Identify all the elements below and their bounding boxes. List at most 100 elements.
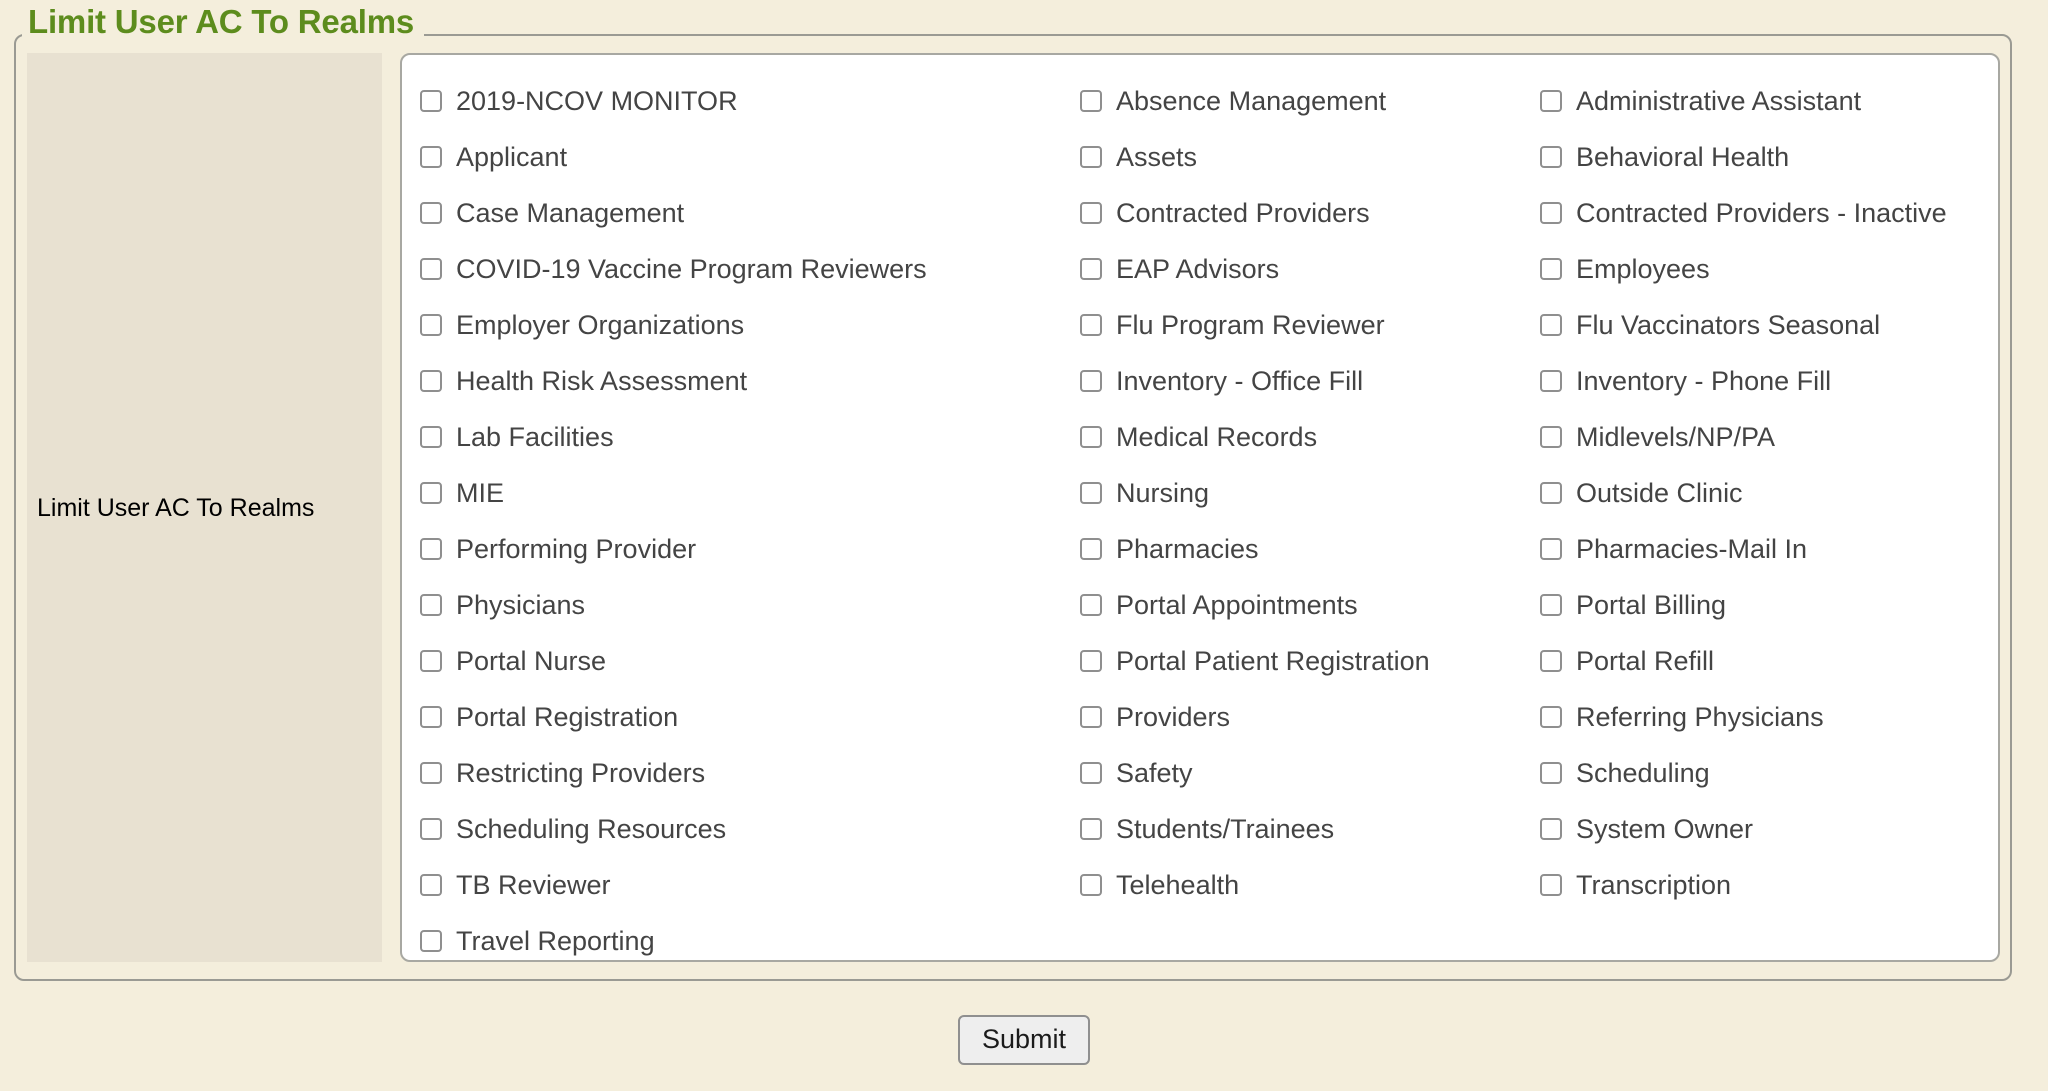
submit-button[interactable]: Submit — [957, 1015, 1091, 1065]
realm-option[interactable]: Contracted Providers - Inactive — [1540, 185, 1984, 241]
checkbox-icon[interactable] — [1540, 650, 1562, 672]
checkbox-icon[interactable] — [1540, 258, 1562, 280]
realm-option[interactable]: Portal Appointments — [1080, 577, 1540, 633]
checkbox-icon[interactable] — [1080, 874, 1102, 896]
realm-option[interactable]: Restricting Providers — [420, 745, 1080, 801]
checkbox-icon[interactable] — [1540, 146, 1562, 168]
realm-option[interactable]: COVID-19 Vaccine Program Reviewers — [420, 241, 1080, 297]
checkbox-icon[interactable] — [1080, 706, 1102, 728]
realm-option[interactable]: Lab Facilities — [420, 409, 1080, 465]
checkbox-icon[interactable] — [420, 930, 442, 952]
checkbox-icon[interactable] — [1540, 706, 1562, 728]
realm-option[interactable]: Portal Billing — [1540, 577, 1984, 633]
checkbox-icon[interactable] — [420, 90, 442, 112]
realm-option[interactable]: Transcription — [1540, 857, 1984, 913]
realm-option[interactable]: Flu Vaccinators Seasonal — [1540, 297, 1984, 353]
checkbox-icon[interactable] — [420, 202, 442, 224]
realm-option[interactable]: Administrative Assistant — [1540, 73, 1984, 129]
checkbox-icon[interactable] — [1540, 594, 1562, 616]
realm-option-label: Outside Clinic — [1576, 478, 1743, 508]
checkbox-icon[interactable] — [1540, 90, 1562, 112]
realm-option[interactable]: Scheduling Resources — [420, 801, 1080, 857]
realm-option[interactable]: Travel Reporting — [420, 913, 1080, 960]
realm-option[interactable]: Scheduling — [1540, 745, 1984, 801]
checkbox-icon[interactable] — [1540, 818, 1562, 840]
realm-option[interactable]: Providers — [1080, 689, 1540, 745]
checkbox-icon[interactable] — [1080, 314, 1102, 336]
realm-option[interactable]: Outside Clinic — [1540, 465, 1984, 521]
checkbox-icon[interactable] — [420, 706, 442, 728]
realm-option[interactable]: EAP Advisors — [1080, 241, 1540, 297]
checkbox-icon[interactable] — [1080, 650, 1102, 672]
realm-option[interactable]: TB Reviewer — [420, 857, 1080, 913]
realm-option[interactable]: Inventory - Phone Fill — [1540, 353, 1984, 409]
realm-option-label: Flu Program Reviewer — [1116, 310, 1385, 340]
checkbox-icon[interactable] — [420, 314, 442, 336]
checkbox-icon[interactable] — [420, 370, 442, 392]
realm-option[interactable]: Telehealth — [1080, 857, 1540, 913]
checkbox-icon[interactable] — [1540, 874, 1562, 896]
checkbox-icon[interactable] — [1540, 202, 1562, 224]
checkbox-icon[interactable] — [420, 594, 442, 616]
realm-option[interactable]: Pharmacies-Mail In — [1540, 521, 1984, 577]
checkbox-icon[interactable] — [1080, 370, 1102, 392]
realm-option[interactable]: Applicant — [420, 129, 1080, 185]
realm-option[interactable]: Absence Management — [1080, 73, 1540, 129]
realm-option-label: TB Reviewer — [456, 870, 611, 900]
realm-option[interactable]: System Owner — [1540, 801, 1984, 857]
checkbox-icon[interactable] — [420, 818, 442, 840]
realm-option[interactable]: Inventory - Office Fill — [1080, 353, 1540, 409]
checkbox-icon[interactable] — [1080, 146, 1102, 168]
realm-option[interactable]: Behavioral Health — [1540, 129, 1984, 185]
realm-option[interactable]: Portal Registration — [420, 689, 1080, 745]
realm-option[interactable]: Physicians — [420, 577, 1080, 633]
realm-option[interactable]: MIE — [420, 465, 1080, 521]
realm-option[interactable]: Contracted Providers — [1080, 185, 1540, 241]
realm-option[interactable]: Performing Provider — [420, 521, 1080, 577]
checkbox-icon[interactable] — [1080, 258, 1102, 280]
checkbox-icon[interactable] — [1540, 538, 1562, 560]
checkbox-icon[interactable] — [1540, 426, 1562, 448]
checkbox-icon[interactable] — [420, 482, 442, 504]
realm-option-label: Portal Registration — [456, 702, 679, 732]
realm-option[interactable]: Employer Organizations — [420, 297, 1080, 353]
field-row: Limit User AC To Realms 2019-NCOV MONITO… — [16, 36, 2010, 979]
checkbox-icon[interactable] — [420, 874, 442, 896]
realm-option[interactable]: Midlevels/NP/PA — [1540, 409, 1984, 465]
realm-option[interactable]: Flu Program Reviewer — [1080, 297, 1540, 353]
realm-option[interactable]: Portal Patient Registration — [1080, 633, 1540, 689]
realm-option[interactable]: Nursing — [1080, 465, 1540, 521]
realm-option[interactable]: 2019-NCOV MONITOR — [420, 73, 1080, 129]
checkbox-icon[interactable] — [1540, 482, 1562, 504]
realm-option[interactable]: Portal Nurse — [420, 633, 1080, 689]
realm-option[interactable]: Referring Physicians — [1540, 689, 1984, 745]
checkbox-icon[interactable] — [1540, 762, 1562, 784]
checkbox-icon[interactable] — [420, 762, 442, 784]
checkbox-icon[interactable] — [1080, 762, 1102, 784]
realm-option[interactable]: Portal Refill — [1540, 633, 1984, 689]
checkbox-icon[interactable] — [420, 650, 442, 672]
checkbox-icon[interactable] — [1080, 90, 1102, 112]
realm-option[interactable]: Assets — [1080, 129, 1540, 185]
checkbox-icon[interactable] — [1080, 482, 1102, 504]
checkbox-icon[interactable] — [1080, 594, 1102, 616]
realm-option[interactable]: Case Management — [420, 185, 1080, 241]
checkbox-icon[interactable] — [420, 538, 442, 560]
checkbox-icon[interactable] — [1080, 538, 1102, 560]
realm-option[interactable]: Students/Trainees — [1080, 801, 1540, 857]
checkbox-icon[interactable] — [1540, 314, 1562, 336]
realm-option[interactable]: Pharmacies — [1080, 521, 1540, 577]
realm-option-label: Scheduling Resources — [456, 814, 727, 844]
realm-option-label: Restricting Providers — [456, 758, 706, 788]
checkbox-icon[interactable] — [1080, 202, 1102, 224]
realm-option[interactable]: Safety — [1080, 745, 1540, 801]
checkbox-icon[interactable] — [1540, 370, 1562, 392]
checkbox-icon[interactable] — [1080, 426, 1102, 448]
realm-option[interactable]: Health Risk Assessment — [420, 353, 1080, 409]
checkbox-icon[interactable] — [420, 146, 442, 168]
realm-option[interactable]: Medical Records — [1080, 409, 1540, 465]
checkbox-icon[interactable] — [1080, 818, 1102, 840]
checkbox-icon[interactable] — [420, 426, 442, 448]
checkbox-icon[interactable] — [420, 258, 442, 280]
realm-option[interactable]: Employees — [1540, 241, 1984, 297]
